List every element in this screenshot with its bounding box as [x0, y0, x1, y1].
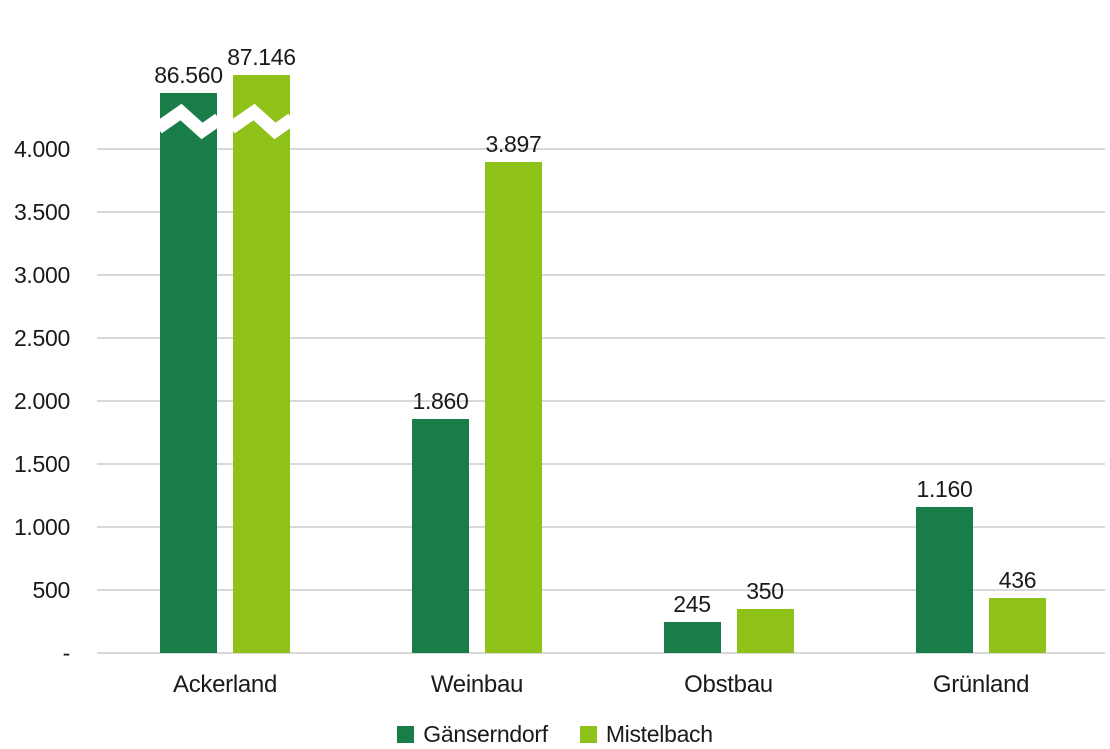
- legend-swatch-icon: [579, 726, 597, 743]
- bar-gänserndorf-grünland: [916, 506, 973, 653]
- y-axis-tick-label: 3.500: [13, 199, 70, 225]
- bar-gänserndorf-ackerland: [160, 93, 217, 653]
- y-axis-tick-label: 1.000: [13, 514, 70, 540]
- gridline: [97, 274, 1105, 276]
- x-axis-category-label: Ackerland: [172, 671, 278, 698]
- legend-item-mistelbach: Mistelbach: [579, 721, 713, 748]
- y-axis-tick-label: 2.000: [13, 388, 70, 414]
- bar-mistelbach-obstbau: [736, 608, 794, 653]
- y-axis-tick-label: 2.500: [13, 325, 70, 351]
- gridline: [97, 337, 1105, 339]
- bar-value-label: 350: [746, 577, 784, 604]
- bar-mistelbach-ackerland: [233, 75, 290, 653]
- bar-mistelbach-grünland: [989, 598, 1046, 653]
- gridline: [97, 589, 1105, 591]
- gridline: [97, 652, 1105, 654]
- legend-swatch-icon: [397, 726, 415, 743]
- legend-label: Gänserndorf: [423, 721, 548, 747]
- y-axis-tick-label: 4.000: [13, 136, 70, 162]
- bar-value-label: 3.897: [485, 130, 542, 157]
- bar-value-label: 1.160: [916, 475, 973, 502]
- x-axis-category-label: Obstbau: [684, 671, 773, 698]
- bar-value-label: 86.560: [154, 62, 223, 88]
- bar-value-label: 87.146: [227, 44, 296, 70]
- axis-break-icon: [154, 101, 223, 141]
- bar-value-label: 1.860: [412, 387, 469, 414]
- axis-break-icon: [227, 101, 296, 141]
- y-axis-tick-label: 3.000: [13, 262, 70, 288]
- gridline: [97, 526, 1105, 528]
- y-axis-tick-label: -: [62, 640, 71, 666]
- bar-mistelbach-weinbau: [485, 161, 542, 653]
- x-axis-category-label: Grünland: [932, 671, 1030, 698]
- legend: Gänserndorf Mistelbach: [0, 721, 1110, 748]
- gridline: [97, 148, 1105, 150]
- gridline: [97, 211, 1105, 213]
- bar-value-label: 245: [673, 591, 711, 618]
- bar-value-label: 436: [998, 567, 1037, 594]
- bar-gänserndorf-weinbau: [412, 418, 469, 653]
- y-axis-tick-label: 1.500: [13, 451, 70, 477]
- bar-gänserndorf-obstbau: [663, 622, 721, 653]
- x-axis-category-label: Weinbau: [430, 671, 524, 698]
- gridline: [97, 400, 1105, 402]
- y-axis-tick-label: 500: [32, 577, 71, 603]
- legend-item-gänserndorf: Gänserndorf: [397, 721, 548, 748]
- gridline: [97, 463, 1105, 465]
- legend-label: Mistelbach: [605, 721, 713, 747]
